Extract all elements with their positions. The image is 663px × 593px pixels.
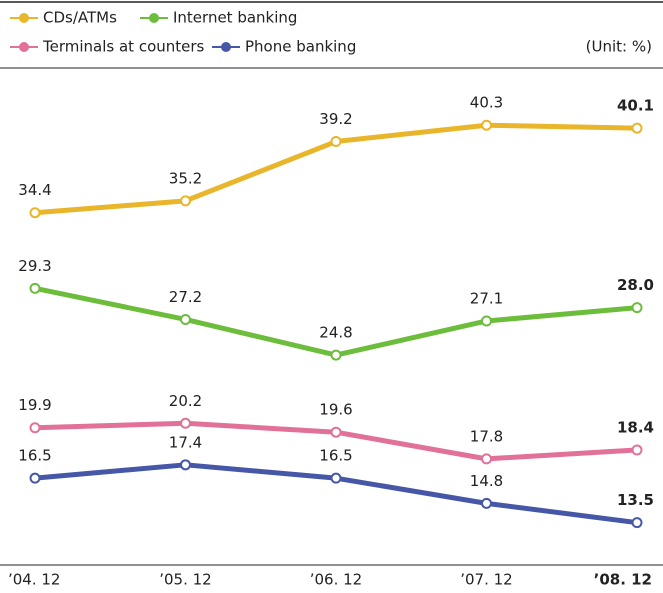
series-line xyxy=(35,288,637,355)
data-point xyxy=(31,474,40,483)
data-point xyxy=(31,208,40,217)
data-label: 28.0 xyxy=(617,276,654,294)
data-label: 40.3 xyxy=(470,94,503,112)
legend-marker xyxy=(19,13,29,23)
data-label: 24.8 xyxy=(319,324,352,342)
data-point xyxy=(31,284,40,293)
data-point xyxy=(181,419,190,428)
data-point xyxy=(332,428,341,437)
legend-label: Internet banking xyxy=(173,9,297,27)
data-label: 27.1 xyxy=(470,289,503,307)
data-label: 40.1 xyxy=(617,97,654,115)
x-tick-label: ’05. 12 xyxy=(159,571,211,589)
data-point xyxy=(181,196,190,205)
data-point xyxy=(633,518,642,527)
data-point xyxy=(31,423,40,432)
data-point xyxy=(332,137,341,146)
legend-label: CDs/ATMs xyxy=(43,9,117,27)
data-point xyxy=(482,316,491,325)
data-label: 13.5 xyxy=(617,491,654,509)
legend-label: Phone banking xyxy=(245,38,356,56)
x-tick-label: ’06. 12 xyxy=(310,571,362,589)
data-label: 14.8 xyxy=(470,472,503,490)
legend-marker xyxy=(19,42,29,52)
data-label: 17.4 xyxy=(169,433,202,451)
data-label: 20.2 xyxy=(169,392,202,410)
unit-note: (Unit: %) xyxy=(586,38,652,56)
x-tick-label: ’07. 12 xyxy=(460,571,512,589)
legend-marker xyxy=(221,42,231,52)
legend-marker xyxy=(149,13,159,23)
data-label: 16.5 xyxy=(18,447,51,465)
data-label: 19.9 xyxy=(18,396,51,414)
x-tick-label: ’04. 12 xyxy=(8,571,60,589)
data-label: 16.5 xyxy=(319,447,352,465)
data-point xyxy=(181,315,190,324)
data-label: 35.2 xyxy=(169,169,202,187)
data-point xyxy=(633,124,642,133)
data-point xyxy=(482,121,491,130)
data-label: 18.4 xyxy=(617,418,654,436)
data-point xyxy=(482,454,491,463)
data-point xyxy=(633,445,642,454)
data-label: 34.4 xyxy=(18,181,51,199)
data-point xyxy=(332,474,341,483)
x-tick-label: ’08. 12 xyxy=(594,571,652,589)
data-point xyxy=(482,499,491,508)
data-point xyxy=(332,351,341,360)
data-label: 27.2 xyxy=(169,288,202,306)
data-label: 19.6 xyxy=(319,401,352,419)
data-point xyxy=(633,303,642,312)
data-label: 39.2 xyxy=(319,110,352,128)
chart: (Unit: %) CDs/ATMs Internet banking Termin… xyxy=(0,0,663,593)
data-label: 29.3 xyxy=(18,257,51,275)
legend-label: Terminals at counters xyxy=(42,38,205,56)
data-label: 17.8 xyxy=(470,427,503,445)
data-point xyxy=(181,460,190,469)
